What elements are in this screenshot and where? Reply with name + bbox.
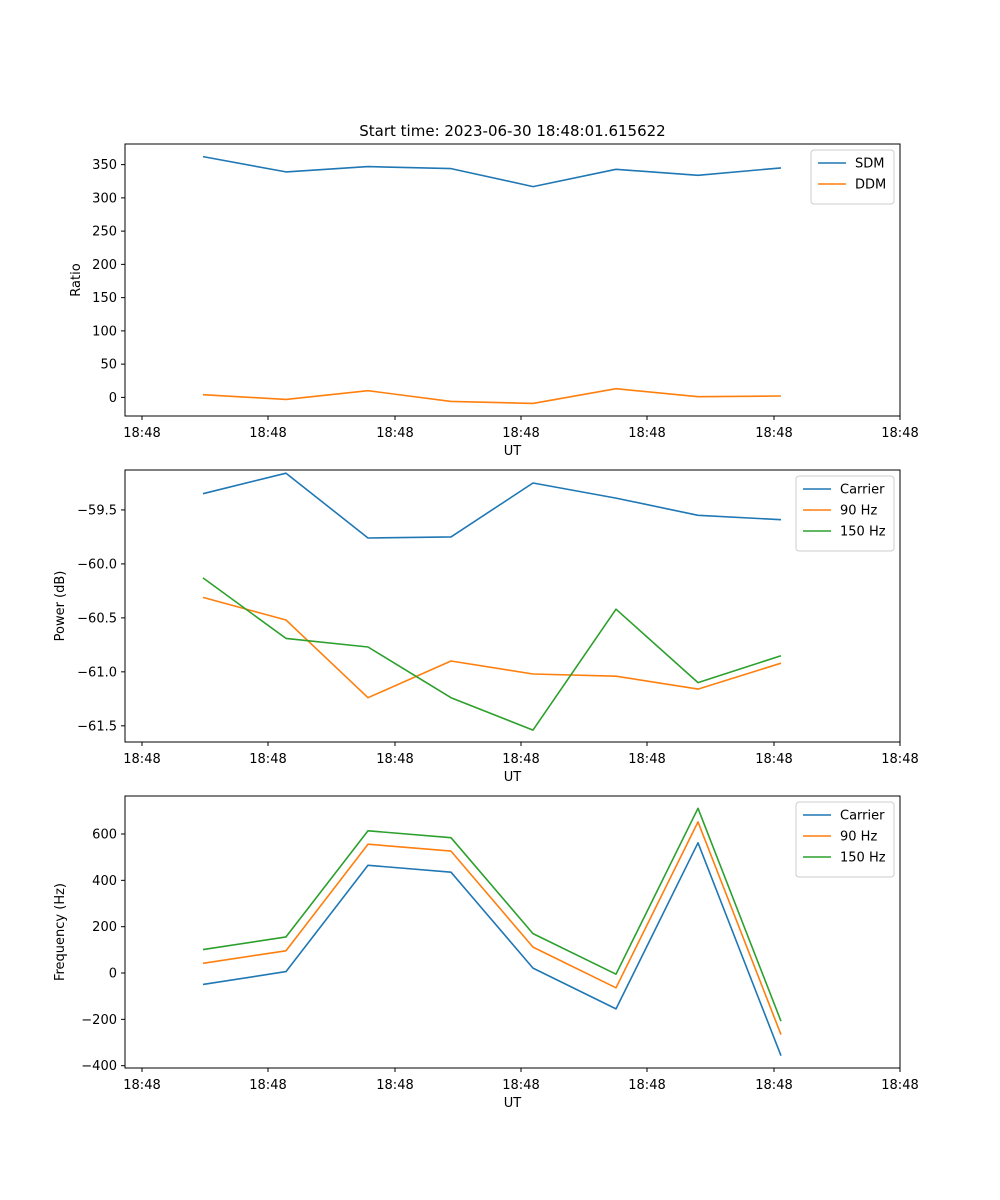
- y-tick-label: 600: [92, 827, 117, 842]
- series-line-carrier: [202, 472, 782, 539]
- y-tick-label: −59.5: [77, 503, 117, 518]
- y-tick-label: 200: [92, 920, 117, 935]
- chart-panel-1: 0 50 100 150 200 250 300 350 18:48 18:48 18:48 18:4…: [69, 122, 919, 459]
- x-tick-label: 18:48: [755, 426, 792, 441]
- x-axis-label: UT: [504, 770, 522, 785]
- y-tick-label: 200: [92, 258, 117, 273]
- legend-label: 90 Hz: [840, 830, 877, 845]
- legend-box: [795, 801, 895, 878]
- series-line-90-hz: [202, 596, 782, 699]
- x-tick-label: 18:48: [881, 426, 918, 441]
- y-tick-label: 50: [100, 358, 117, 373]
- legend-label: DDM: [855, 178, 886, 193]
- y-tick-label: 0: [109, 967, 117, 982]
- y-tick-label: −60.5: [77, 611, 117, 626]
- series-line-sdm: [202, 155, 782, 188]
- y-tick-label: −61.5: [77, 719, 117, 734]
- legend: Carrier 90 Hz 150 Hz: [795, 475, 895, 552]
- chart-title: Start time: 2023-06-30 18:48:01.615622: [359, 122, 665, 140]
- x-tick-label: 18:48: [123, 1078, 160, 1093]
- legend-label: Carrier: [840, 483, 885, 498]
- series-line-ddm: [202, 387, 782, 405]
- y-tick-label: 100: [92, 324, 117, 339]
- x-tick-label: 18:48: [123, 752, 160, 767]
- y-tick-label: 350: [92, 158, 117, 173]
- x-tick-label: 18:48: [628, 426, 665, 441]
- series-line-150-hz: [202, 577, 782, 731]
- x-tick-label: 18:48: [755, 752, 792, 767]
- x-tick-label: 18:48: [502, 752, 539, 767]
- y-tick-label: −400: [81, 1059, 117, 1074]
- legend: Carrier 90 Hz 150 Hz: [795, 801, 895, 878]
- x-tick-label: 18:48: [249, 752, 286, 767]
- x-tick-label: 18:48: [123, 426, 160, 441]
- x-tick-label: 18:48: [376, 1078, 413, 1093]
- series-line-90-hz: [202, 821, 782, 1035]
- x-axis-label: UT: [504, 444, 522, 459]
- chart-panel-2: −61.5 −61.0 −60.5 −60.0 −59.5 18:48 18:48 18:48…: [53, 469, 919, 785]
- y-tick-label: −200: [81, 1013, 117, 1028]
- x-tick-label: 18:48: [628, 752, 665, 767]
- series-line-150-hz: [202, 807, 782, 1022]
- plot-frame: [124, 143, 901, 417]
- y-tick-label: 0: [109, 391, 117, 406]
- x-tick-label: 18:48: [376, 752, 413, 767]
- legend-label: SDM: [855, 157, 884, 172]
- x-tick-label: 18:48: [755, 1078, 792, 1093]
- x-tick-label: 18:48: [502, 1078, 539, 1093]
- plot-frame: [124, 795, 901, 1069]
- y-tick-label: 150: [92, 291, 117, 306]
- series-line-carrier: [202, 841, 782, 1056]
- y-tick-label: −61.0: [77, 665, 117, 680]
- chart-panel-3: −400 −200 0 200 400 600 18:48 18:48 18:48 18:48 18…: [53, 795, 919, 1111]
- x-tick-label: 18:48: [376, 426, 413, 441]
- legend-label: 90 Hz: [840, 504, 877, 519]
- x-tick-label: 18:48: [881, 752, 918, 767]
- x-tick-label: 18:48: [249, 1078, 286, 1093]
- y-tick-label: 250: [92, 225, 117, 240]
- y-tick-label: 300: [92, 191, 117, 206]
- legend: SDM DDM: [810, 149, 895, 205]
- y-axis-label: Frequency (Hz): [53, 883, 68, 981]
- legend-label: Carrier: [840, 809, 885, 824]
- legend-label: 150 Hz: [840, 525, 886, 540]
- y-tick-label: −60.0: [77, 557, 117, 572]
- y-tick-label: 400: [92, 874, 117, 889]
- x-tick-label: 18:48: [502, 426, 539, 441]
- x-tick-label: 18:48: [628, 1078, 665, 1093]
- x-tick-label: 18:48: [881, 1078, 918, 1093]
- legend-box: [795, 475, 895, 552]
- y-axis-label: Ratio: [69, 263, 84, 296]
- x-tick-label: 18:48: [249, 426, 286, 441]
- y-axis-label: Power (dB): [53, 571, 68, 642]
- x-axis-label: UT: [504, 1096, 522, 1111]
- plot-frame: [124, 469, 901, 743]
- legend-label: 150 Hz: [840, 851, 886, 866]
